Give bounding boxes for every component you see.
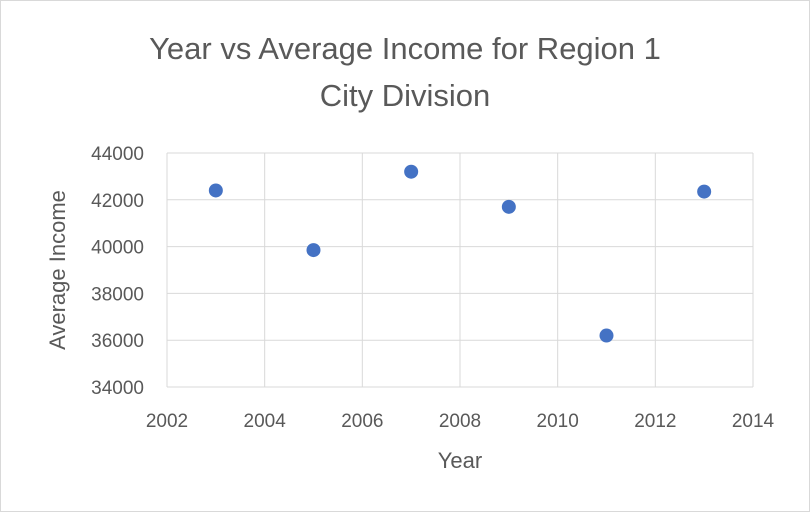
y-tick-label: 44000 <box>91 144 144 165</box>
y-tick-label: 38000 <box>91 284 144 305</box>
x-tick-label: 2004 <box>244 411 287 432</box>
x-tick-label: 2010 <box>537 411 579 432</box>
data-point <box>697 184 712 199</box>
x-tick-label: 2014 <box>732 411 775 432</box>
x-tick-label: 2002 <box>146 411 188 432</box>
y-axis-title: Average Income <box>45 190 70 350</box>
chart-title-line-1: Year vs Average Income for Region 1 <box>149 31 661 66</box>
y-tick-label: 40000 <box>91 238 144 259</box>
x-axis-title: Year <box>438 448 482 473</box>
data-point <box>208 183 223 198</box>
data-points <box>208 164 712 343</box>
x-tick-label: 2008 <box>439 411 481 432</box>
gridlines <box>166 152 754 388</box>
y-tick-label: 42000 <box>91 191 144 212</box>
x-tick-label: 2006 <box>341 411 383 432</box>
data-point <box>599 328 614 343</box>
data-point <box>306 243 321 258</box>
data-point <box>404 164 419 179</box>
y-tick-label: 36000 <box>91 331 144 352</box>
data-point <box>501 199 516 214</box>
y-tick-label: 34000 <box>91 378 144 399</box>
tick-labels: 34000 36000 38000 40000 42000 44000 2002 2004 20… <box>91 144 774 432</box>
chart-title-line-2: City Division <box>320 78 491 113</box>
x-tick-label: 2012 <box>634 411 676 432</box>
